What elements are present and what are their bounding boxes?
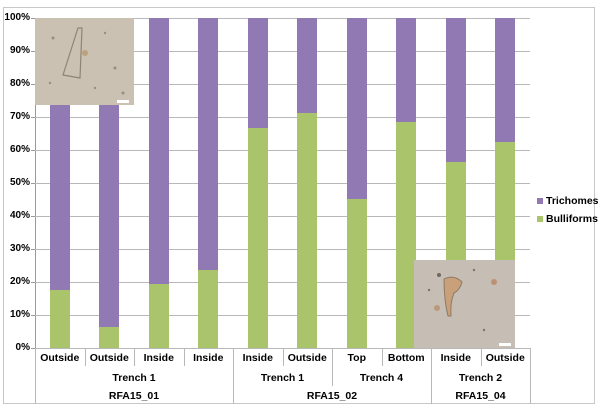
gridline: [35, 84, 530, 85]
y-tick-label: 40%: [9, 210, 30, 221]
y-tick-mark: [31, 150, 35, 151]
gridline: [35, 249, 530, 250]
trichome-micrograph-icon: [35, 18, 134, 105]
bar-bulliforms: [297, 113, 318, 348]
gridline: [35, 51, 530, 52]
x-group-label: Trench 1: [112, 372, 156, 384]
x-category-label: Top: [347, 352, 366, 364]
x-axis-divider: [183, 348, 185, 366]
y-tick-label: 20%: [9, 276, 30, 287]
bar-bulliforms: [396, 121, 417, 348]
y-tick-mark: [31, 348, 35, 349]
y-tick-label: 30%: [9, 243, 30, 254]
y-tick-label: 100%: [4, 12, 30, 23]
y-tick-mark: [31, 282, 35, 283]
x-category-label: Outside: [40, 352, 80, 364]
x-category-label: Outside: [89, 352, 129, 364]
legend-swatch-trichomes: [537, 198, 543, 204]
bulliform-micrograph-icon: [414, 260, 515, 348]
inset-image-trichome: [35, 18, 134, 105]
inset-image-bulliform: [414, 260, 515, 348]
legend-item-bulliforms: Bulliforms: [537, 210, 599, 228]
x-category-label: Outside: [485, 352, 525, 364]
x-site-label: RFA15_01: [108, 390, 160, 402]
y-tick-mark: [31, 18, 35, 19]
bar-bulliforms: [346, 198, 367, 348]
y-tick-label: 0%: [15, 342, 30, 353]
x-axis-boundary: [35, 348, 36, 404]
x-axis-divider: [431, 348, 432, 404]
legend-label: Trichomes: [546, 195, 599, 207]
legend-item-trichomes: Trichomes: [537, 192, 599, 210]
x-category-label: Inside: [242, 352, 273, 364]
y-tick-label: 70%: [9, 111, 30, 122]
x-category-label: Outside: [287, 352, 327, 364]
bar-bulliforms: [99, 326, 120, 348]
legend-label: Bulliforms: [546, 213, 598, 225]
x-group-label: Trench 2: [458, 372, 503, 384]
gridline: [35, 18, 530, 19]
x-category-label: Bottom: [387, 352, 425, 364]
y-tick-label: 90%: [9, 45, 30, 56]
y-tick-mark: [31, 117, 35, 118]
x-axis-divider: [134, 348, 135, 366]
y-tick-label: 80%: [9, 78, 30, 89]
bar-trichomes: [495, 18, 516, 143]
x-category-label: Inside: [193, 352, 224, 364]
chart-frame: [3, 7, 595, 404]
gridline: [35, 150, 530, 151]
x-site-label: RFA15_04: [455, 390, 506, 402]
x-axis-divider: [381, 348, 383, 366]
y-tick-label: 50%: [9, 177, 30, 188]
y-tick-mark: [31, 216, 35, 217]
y-tick-label: 60%: [9, 144, 30, 155]
y-tick-mark: [31, 249, 35, 250]
gridline: [35, 315, 530, 316]
bar-bulliforms: [148, 283, 169, 348]
x-axis-divider: [530, 348, 531, 404]
x-category-label: Inside: [440, 352, 471, 364]
bar-trichomes: [198, 18, 219, 271]
y-tick-mark: [31, 84, 35, 85]
x-axis-divider: [282, 348, 284, 366]
bar-trichomes: [445, 18, 466, 162]
gridline: [35, 117, 530, 118]
y-tick-label: 10%: [9, 309, 30, 320]
bar-bulliforms: [49, 289, 70, 348]
x-axis-divider: [233, 348, 234, 404]
legend: Trichomes Bulliforms: [537, 192, 599, 228]
bar-trichomes: [396, 18, 417, 122]
x-site-label: RFA15_02: [306, 390, 358, 402]
bar-bulliforms: [198, 270, 219, 348]
x-group-label: Trench 4: [359, 372, 404, 384]
gridline: [35, 183, 530, 184]
gridline: [35, 216, 530, 217]
x-axis-divider: [480, 348, 482, 366]
bar-trichomes: [247, 18, 268, 128]
bar-trichomes: [297, 18, 318, 114]
gridline: [35, 282, 530, 283]
bar-trichomes: [346, 18, 367, 199]
x-axis-divider: [332, 348, 333, 386]
y-tick-mark: [31, 183, 35, 184]
bar-trichomes: [148, 18, 169, 284]
x-axis-divider: [84, 348, 86, 366]
legend-swatch-bulliforms: [537, 216, 543, 222]
y-tick-mark: [31, 315, 35, 316]
y-tick-mark: [31, 51, 35, 52]
bar-bulliforms: [247, 127, 268, 348]
x-group-label: Trench 1: [260, 372, 305, 384]
x-category-label: Inside: [143, 352, 174, 364]
